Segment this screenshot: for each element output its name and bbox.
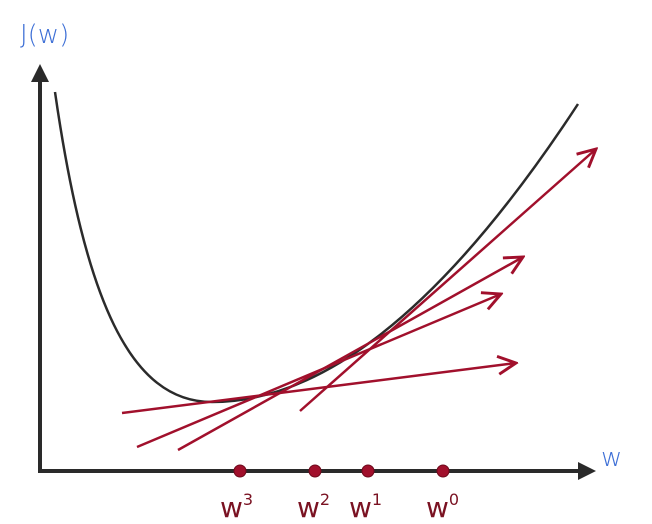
point-marker xyxy=(308,464,322,478)
point-label: w1 xyxy=(349,490,382,524)
tangent-line xyxy=(299,149,596,412)
x-axis-label: w xyxy=(601,443,622,473)
point-marker xyxy=(361,464,375,478)
point-label: w3 xyxy=(220,490,253,524)
point-sup: 1 xyxy=(372,490,382,509)
point-base: w xyxy=(426,491,449,524)
point-sup: 0 xyxy=(449,490,459,509)
point-marker xyxy=(233,464,247,478)
point-marker xyxy=(436,464,450,478)
point-sup: 3 xyxy=(243,490,253,509)
point-base: w xyxy=(297,491,320,524)
point-sup: 2 xyxy=(320,490,330,509)
point-base: w xyxy=(220,491,243,524)
y-axis-label: J(w) xyxy=(20,20,69,50)
cost-curve xyxy=(53,91,580,404)
tangent-line xyxy=(121,363,516,415)
point-label: w2 xyxy=(297,490,330,524)
y-axis-arrow xyxy=(31,64,49,82)
point-label: w0 xyxy=(426,490,459,524)
point-base: w xyxy=(349,491,372,524)
tangent-line xyxy=(177,257,523,452)
x-axis-arrow xyxy=(578,462,596,480)
